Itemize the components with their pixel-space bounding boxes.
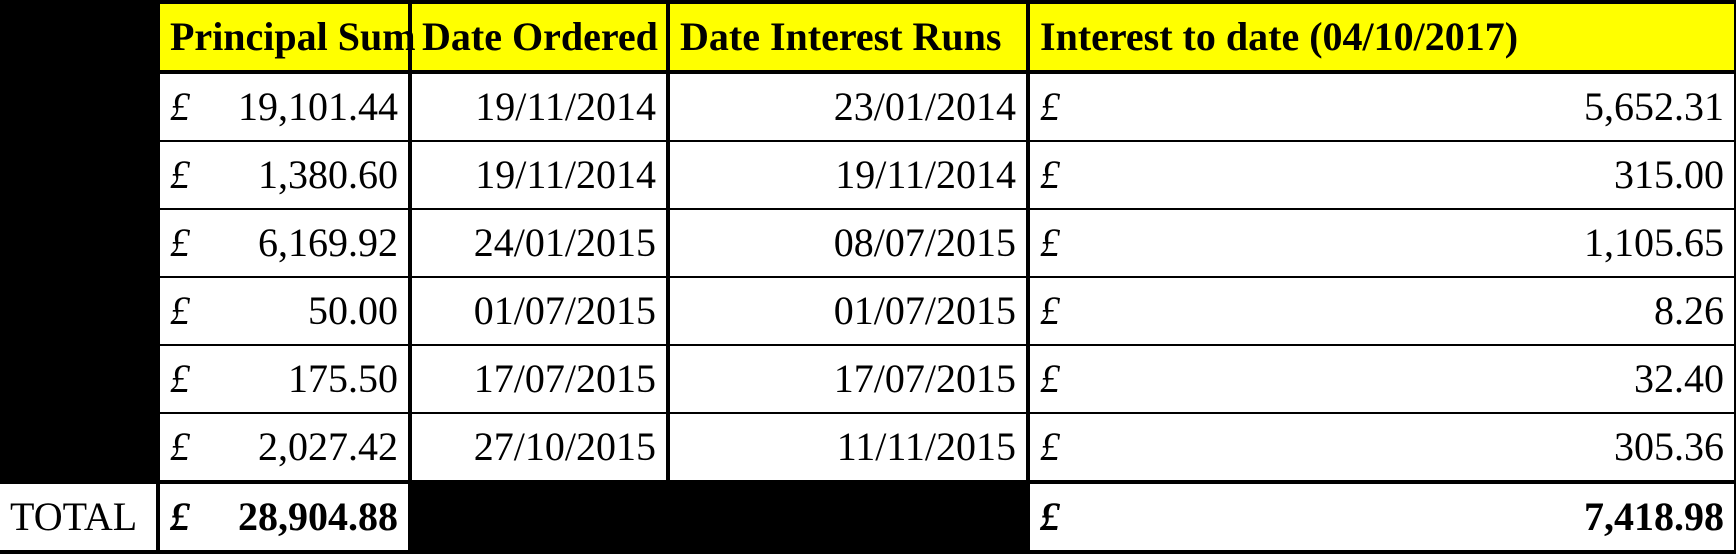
currency-symbol: £	[170, 219, 196, 267]
currency-symbol: £	[170, 287, 196, 335]
currency-symbol: £	[1040, 151, 1066, 199]
cell-date-runs: 11/11/2015	[668, 413, 1028, 482]
col-header-date-runs: Date Interest Runs	[668, 2, 1028, 72]
cell-principal: £ 50.00	[158, 277, 410, 345]
cell-date-runs: 08/07/2015	[668, 209, 1028, 277]
col-header-interest: Interest to date (04/10/2017)	[1028, 2, 1736, 72]
cell-date-runs: 17/07/2015	[668, 345, 1028, 413]
cell-principal: £ 2,027.42	[158, 413, 410, 482]
cell-date-ordered: 17/07/2015	[410, 345, 668, 413]
col-header-principal: Principal Sum	[158, 2, 410, 72]
cell-value: 50.00	[208, 287, 398, 335]
cell-value: 2,027.42	[208, 423, 398, 471]
cell-date-runs: 01/07/2015	[668, 277, 1028, 345]
currency-symbol: £	[170, 423, 196, 471]
table-row: £ 6,169.92 24/01/2015 08/07/2015 £ 1,105…	[0, 209, 1736, 277]
row-spacer	[0, 72, 158, 141]
currency-symbol: £	[1040, 355, 1066, 403]
table-row: £ 50.00 01/07/2015 01/07/2015 £ 8.26	[0, 277, 1736, 345]
row-spacer	[0, 345, 158, 413]
cell-date-ordered: 19/11/2014	[410, 141, 668, 209]
table-row: £ 2,027.42 27/10/2015 11/11/2015 £ 305.3…	[0, 413, 1736, 482]
cell-principal: £ 1,380.60	[158, 141, 410, 209]
cell-interest: £ 305.36	[1028, 413, 1736, 482]
cell-date-runs: 23/01/2014	[668, 72, 1028, 141]
cell-principal: £ 6,169.92	[158, 209, 410, 277]
cell-interest: £ 5,652.31	[1028, 72, 1736, 141]
cell-value: 1,380.60	[208, 151, 398, 199]
row-spacer	[0, 209, 158, 277]
currency-symbol: £	[170, 151, 196, 199]
currency-symbol: £	[1040, 493, 1066, 541]
currency-symbol: £	[170, 355, 196, 403]
cell-date-ordered: 01/07/2015	[410, 277, 668, 345]
table-row: £ 19,101.44 19/11/2014 23/01/2014 £ 5,65…	[0, 72, 1736, 141]
cell-interest: £ 32.40	[1028, 345, 1736, 413]
cell-interest: £ 1,105.65	[1028, 209, 1736, 277]
cell-principal: £ 19,101.44	[158, 72, 410, 141]
currency-symbol: £	[1040, 423, 1066, 471]
cell-value: 175.50	[208, 355, 398, 403]
currency-symbol: £	[1040, 287, 1066, 335]
cell-date-ordered: 24/01/2015	[410, 209, 668, 277]
cell-value: 19,101.44	[208, 83, 398, 131]
cell-date-ordered: 19/11/2014	[410, 72, 668, 141]
cell-date-ordered: 27/10/2015	[410, 413, 668, 482]
header-spacer	[0, 2, 158, 72]
cell-value: 1,105.65	[1078, 219, 1724, 267]
col-header-date-ordered: Date Ordered	[410, 2, 668, 72]
cell-value: 28,904.88	[208, 493, 398, 541]
currency-symbol: £	[170, 83, 196, 131]
cell-value: 7,418.98	[1078, 493, 1724, 541]
currency-symbol: £	[170, 493, 196, 541]
cell-value: 32.40	[1078, 355, 1724, 403]
cell-principal: £ 175.50	[158, 345, 410, 413]
currency-symbol: £	[1040, 219, 1066, 267]
cell-value: 6,169.92	[208, 219, 398, 267]
row-spacer	[0, 277, 158, 345]
cell-interest: £ 8.26	[1028, 277, 1736, 345]
row-spacer	[0, 413, 158, 482]
cell-date-runs: 19/11/2014	[668, 141, 1028, 209]
cell-value: 8.26	[1078, 287, 1724, 335]
table-row: £ 1,380.60 19/11/2014 19/11/2014 £ 315.0…	[0, 141, 1736, 209]
currency-symbol: £	[1040, 83, 1066, 131]
cell-interest: £ 315.00	[1028, 141, 1736, 209]
cell-value: 315.00	[1078, 151, 1724, 199]
table-header-row: Principal Sum Date Ordered Date Interest…	[0, 2, 1736, 72]
interest-table: Principal Sum Date Ordered Date Interest…	[0, 0, 1736, 554]
table-row: £ 175.50 17/07/2015 17/07/2015 £ 32.40	[0, 345, 1736, 413]
cell-value: 305.36	[1078, 423, 1724, 471]
row-spacer	[0, 141, 158, 209]
cell-value: 5,652.31	[1078, 83, 1724, 131]
